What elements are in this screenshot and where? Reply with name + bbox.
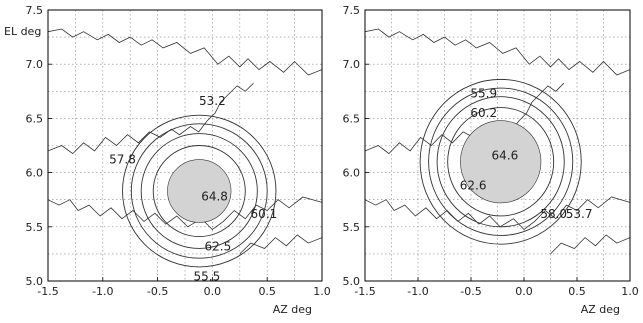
- y-tick-label: 5.0: [26, 275, 44, 288]
- y-tick-label: 5.5: [343, 221, 361, 234]
- contour-label: 64.8: [201, 189, 228, 203]
- coastline-1: [48, 82, 254, 155]
- x-tick-label: 0.5: [258, 285, 276, 298]
- contour-label: 53.7: [566, 207, 593, 221]
- x-tick-label: -1.5: [354, 285, 375, 298]
- contour-label: 55.5: [194, 270, 221, 284]
- contour-ring-1: [140, 133, 258, 249]
- coastline-2: [365, 196, 630, 231]
- contour-ring-0: [447, 107, 555, 217]
- x-tick-label: -0.5: [147, 285, 168, 298]
- contour-label: 60.1: [251, 207, 278, 221]
- contour-label: 64.6: [492, 148, 519, 162]
- coastline-3: [550, 234, 630, 255]
- contour-ring-0: [152, 145, 246, 238]
- contour-ring-2: [428, 87, 574, 236]
- x-tick-label: -1.0: [92, 285, 113, 298]
- x-tick-label: -1.0: [407, 285, 428, 298]
- x-tick-label: -0.5: [460, 285, 481, 298]
- right-panel: 64.6 62.6 60.2 58.0 55.9 53.7 -1.5 -1.0 -0.5 0.0 0…: [343, 4, 639, 316]
- contour-label: 53.2: [199, 94, 226, 108]
- contour-label: 60.2: [470, 106, 497, 120]
- contour-label: 55.9: [470, 86, 497, 100]
- y-tick-label: 6.5: [343, 112, 361, 125]
- y-tick-label: 7.0: [343, 58, 361, 71]
- x-tick-label: 1.0: [313, 285, 331, 298]
- x-tick-label: 0.5: [568, 285, 586, 298]
- contour-label: 58.0: [540, 207, 567, 221]
- y-tick-label: 7.5: [26, 4, 44, 17]
- plot-frame: [47, 9, 323, 282]
- y-tick-label: 7.0: [26, 58, 44, 71]
- contour-ring-1: [436, 96, 565, 228]
- contour-ring-3: [419, 78, 582, 245]
- x-tick-label: -1.5: [37, 285, 58, 298]
- contour-ring-2: [130, 123, 268, 259]
- coastline-0: [365, 28, 630, 76]
- coastline-3: [239, 234, 322, 255]
- y-tick-label: 5.5: [26, 221, 44, 234]
- y-tick-label: 5.0: [343, 275, 361, 288]
- y-tick-label: 7.5: [343, 4, 361, 17]
- coastline-0: [48, 28, 322, 76]
- contour-label: 62.5: [205, 239, 232, 253]
- x-tick-label: 0.0: [515, 285, 533, 298]
- beam-core: [460, 120, 542, 204]
- x-tick-label: 0.0: [204, 285, 222, 298]
- contour-ring-3: [122, 114, 277, 268]
- y-tick-label: 6.5: [26, 112, 44, 125]
- plot-frame: [364, 9, 631, 282]
- y-tick-label: 6.0: [26, 167, 44, 180]
- x-tick-label: 1.0: [621, 285, 639, 298]
- contour-label: 62.6: [460, 179, 487, 193]
- left-panel: 64.8 62.5 60.1 57.8 55.5 53.2 -1.5 -1.0 -0.5 0.0 0…: [4, 4, 331, 316]
- contour-label: 57.8: [109, 153, 136, 167]
- beam-core: [167, 159, 232, 223]
- x-axis-label: AZ deg: [581, 303, 620, 316]
- coastline-2: [48, 196, 322, 231]
- x-axis-label: AZ deg: [273, 303, 312, 316]
- y-tick-label: 6.0: [343, 167, 361, 180]
- y-axis-label: EL deg: [4, 25, 41, 38]
